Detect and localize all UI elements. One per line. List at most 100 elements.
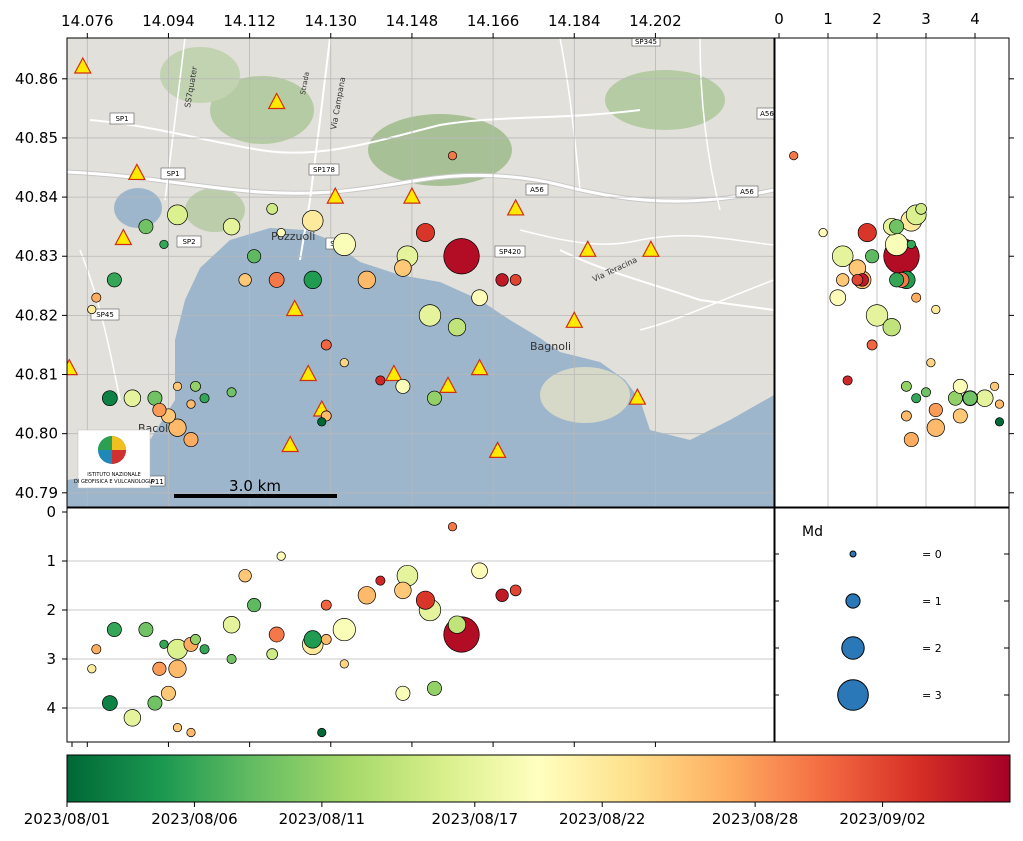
depth-tick-label: 0 xyxy=(774,10,784,28)
legend-label: = 2 xyxy=(922,642,942,655)
earthquake-marker xyxy=(152,661,167,676)
earthquake-marker xyxy=(851,274,864,286)
earthquake-marker xyxy=(172,381,183,391)
earthquake-marker xyxy=(138,622,154,638)
road-label: SP2 xyxy=(182,238,195,246)
longitude-tick-label: 14.166 xyxy=(467,12,520,30)
earthquake-marker xyxy=(865,304,889,327)
earthquake-marker xyxy=(168,659,187,678)
map-panel: SP1 SP1 SP2 SP45 SP178 SP47 SP420 A56 A5… xyxy=(15,12,775,508)
map-event-markers xyxy=(87,151,522,448)
earthquake-marker xyxy=(962,390,978,406)
latitude-tick-label: 40.79 xyxy=(15,484,58,502)
station-triangle-icon xyxy=(326,186,345,204)
station-markers xyxy=(67,56,660,459)
earthquake-marker xyxy=(247,598,262,613)
earthquake-marker xyxy=(199,644,210,655)
colorbar-ticks: 2023/08/01 2023/08/06 2023/08/11 2023/08/17… xyxy=(24,802,926,828)
road-label: A56 xyxy=(760,110,774,118)
earthquake-marker xyxy=(302,210,324,232)
earthquake-marker xyxy=(976,389,994,407)
map-grid xyxy=(67,38,774,507)
logo-text: ISTITUTO NAZIONALE xyxy=(87,472,141,478)
road-label: A56 xyxy=(740,188,754,196)
latitude-tick-label: 40.80 xyxy=(15,425,58,443)
station-triangle-icon xyxy=(299,364,318,382)
latitude-tick-label: 40.83 xyxy=(15,247,58,265)
basemap: SP1 SP1 SP2 SP45 SP178 SP47 SP420 A56 A5… xyxy=(67,38,774,507)
earthquake-marker xyxy=(842,375,853,386)
colorbar-tick-label: 2023/08/06 xyxy=(151,810,237,828)
earthquake-marker xyxy=(357,586,376,605)
earthquake-marker xyxy=(190,634,201,645)
earthquake-marker xyxy=(123,389,142,407)
earthquake-marker xyxy=(509,584,522,597)
latitude-tick-label: 40.85 xyxy=(15,129,58,147)
bagnoli-area xyxy=(540,367,630,423)
earthquake-marker xyxy=(159,639,169,649)
depth-tick-label: 3 xyxy=(46,650,56,668)
earthquake-marker xyxy=(320,634,332,645)
depth-grid xyxy=(827,38,976,507)
earthquake-marker xyxy=(857,223,877,243)
street-label: Strada xyxy=(299,71,311,95)
earthquake-marker xyxy=(332,232,356,256)
scale-bar: 3.0 km xyxy=(174,477,337,498)
earthquake-marker xyxy=(339,659,349,669)
earthquake-marker xyxy=(495,273,509,287)
station-triangle-icon xyxy=(127,163,146,181)
earthquake-marker xyxy=(317,727,327,738)
earthquake-marker xyxy=(101,695,118,711)
earthquake-marker xyxy=(447,615,467,634)
depth-tick-label: 2 xyxy=(46,601,56,619)
earthquake-marker xyxy=(885,232,909,256)
panel-background xyxy=(775,38,1009,507)
earthquake-marker xyxy=(447,151,458,161)
earthquake-marker xyxy=(303,630,322,649)
earthquake-marker xyxy=(447,522,458,532)
earthquake-marker xyxy=(931,304,941,315)
legend-frame xyxy=(774,507,1010,743)
station-triangle-icon xyxy=(565,311,584,328)
legend-marker xyxy=(837,679,869,711)
earthquake-marker xyxy=(138,219,154,235)
earthquake-marker xyxy=(222,217,241,236)
earthquake-marker xyxy=(901,380,912,392)
earthquake-marker xyxy=(152,402,167,418)
earthquake-marker xyxy=(903,432,919,448)
earthquake-marker xyxy=(238,569,252,583)
earthquake-marker xyxy=(509,274,522,286)
longitude-tick-label: 14.148 xyxy=(386,12,439,30)
forest-patch xyxy=(605,70,725,130)
earthquake-marker xyxy=(427,680,442,696)
earthquake-marker xyxy=(247,249,262,264)
map-frame xyxy=(66,37,775,508)
longitude-tick-label: 14.112 xyxy=(223,12,276,30)
earthquake-marker xyxy=(831,245,854,267)
road-label: SP178 xyxy=(313,166,335,174)
solfatara-crater xyxy=(368,114,512,186)
earthquake-marker xyxy=(226,654,237,664)
legend-label: = 1 xyxy=(922,595,942,608)
depth-tick-label: 4 xyxy=(46,699,56,717)
earthquake-marker xyxy=(926,358,936,368)
earthquake-marker xyxy=(266,203,278,215)
logo-segment xyxy=(112,450,126,464)
earthquake-marker xyxy=(443,238,480,275)
station-triangle-icon xyxy=(267,92,286,110)
earthquake-marker xyxy=(87,304,97,315)
earthquake-marker xyxy=(161,685,176,701)
colorbar-tick-label: 2023/08/17 xyxy=(432,810,518,828)
earthquake-marker xyxy=(952,408,968,424)
earthquake-marker xyxy=(395,378,411,394)
legend-marker xyxy=(849,550,857,558)
earthquake-marker xyxy=(911,292,922,303)
colorbar-tick-label: 2023/09/02 xyxy=(839,810,925,828)
station-triangle-icon xyxy=(506,198,525,216)
station-triangle-icon xyxy=(114,228,133,246)
earthquake-marker xyxy=(268,626,285,643)
station-triangle-icon xyxy=(628,387,647,405)
colorbar-tick-label: 2023/08/11 xyxy=(279,810,365,828)
logo-segment xyxy=(98,436,112,450)
